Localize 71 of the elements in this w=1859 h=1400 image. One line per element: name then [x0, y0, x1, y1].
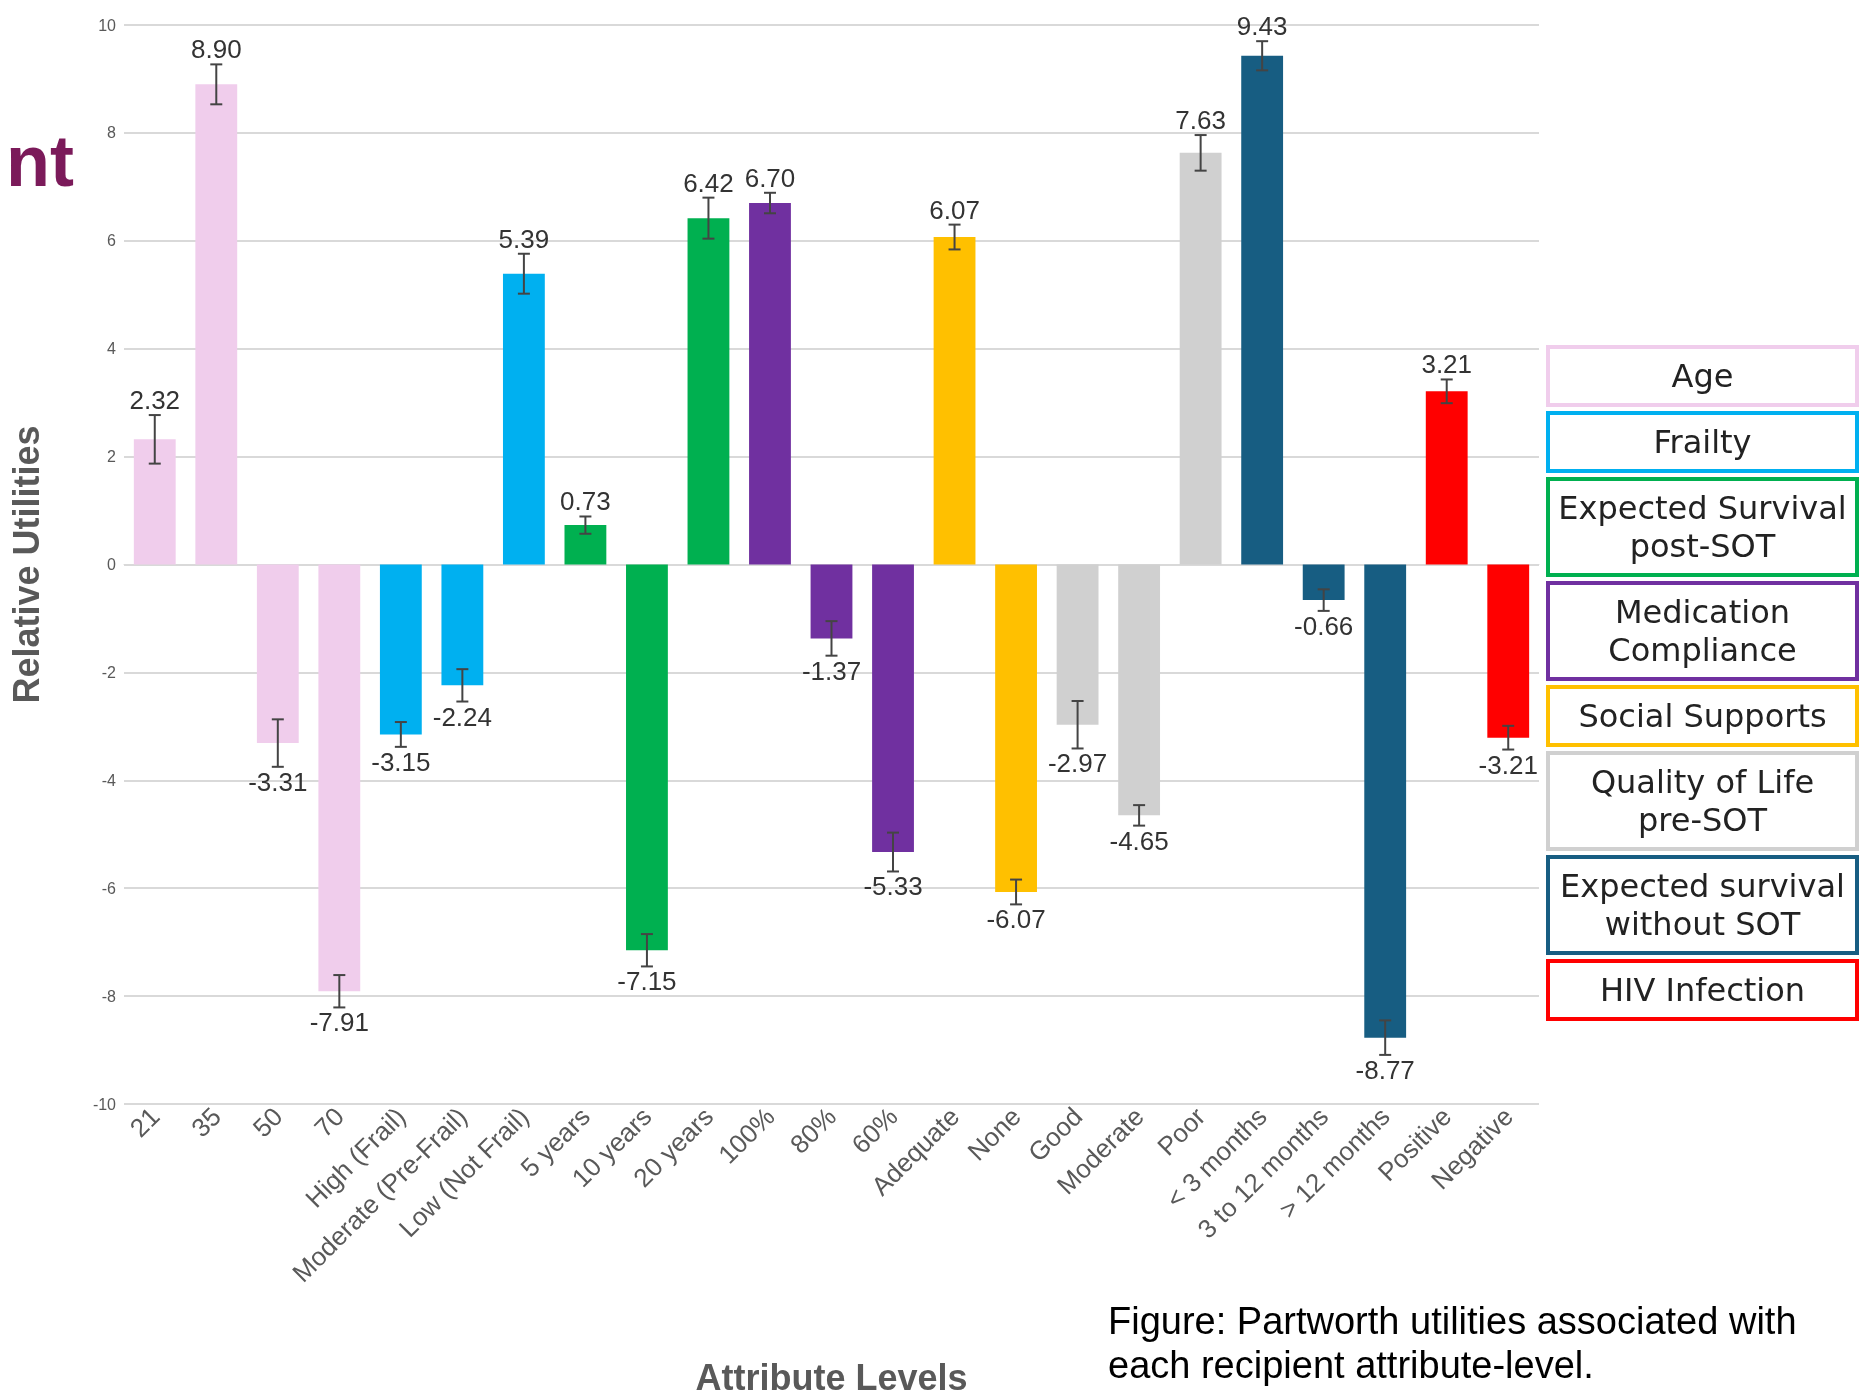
bar — [872, 564, 914, 853]
text: Frailty — [1546, 411, 1859, 473]
data-label: -3.31 — [248, 766, 308, 797]
data-label: -6.07 — [986, 904, 1046, 935]
data-label: 6.42 — [683, 167, 734, 198]
y-tick-label: 8 — [107, 124, 117, 142]
bar — [995, 564, 1037, 892]
y-tick-label: 6 — [107, 232, 117, 250]
data-label: -2.97 — [1047, 748, 1108, 779]
text: Age — [1546, 345, 1859, 407]
x-axis-title: Attribute Levels — [695, 1356, 968, 1398]
data-label: -4.65 — [1109, 825, 1169, 856]
bar — [749, 203, 791, 565]
bar — [1241, 55, 1284, 565]
data-label: -3.21 — [1478, 749, 1538, 780]
bar — [133, 439, 176, 565]
x-tick-label: 21 — [123, 1101, 166, 1144]
x-tick-label: 35 — [185, 1101, 227, 1144]
y-tick-label: 4 — [107, 340, 117, 358]
data-label: -1.37 — [801, 655, 862, 686]
y-tick-label: -6 — [101, 879, 117, 897]
bar — [1487, 564, 1530, 738]
bar — [1364, 564, 1407, 1038]
y-tick-label: -2 — [101, 663, 117, 681]
bar — [1302, 564, 1345, 601]
x-tick-label: 80% — [784, 1101, 843, 1160]
y-tick-label: 0 — [107, 556, 117, 573]
y-tick-label: -4 — [101, 771, 117, 789]
y-axis-title: Relative Utilities — [5, 425, 47, 704]
x-tick-label: 70 — [308, 1101, 350, 1144]
data-label: 9.43 — [1236, 11, 1288, 42]
text: Medication Compliance — [1546, 581, 1859, 681]
data-label: 6.70 — [744, 162, 796, 193]
text: Quality of Life pre-SOT — [1546, 751, 1859, 851]
data-label: -8.77 — [1355, 1054, 1415, 1085]
bar — [1425, 391, 1468, 565]
data-label: 3.21 — [1421, 349, 1473, 380]
text: Social Supports — [1546, 685, 1859, 747]
bar — [318, 564, 361, 992]
y-tick-label: -8 — [101, 987, 117, 1005]
data-label: -5.33 — [863, 871, 923, 902]
bar — [256, 564, 299, 744]
y-tick-label: -10 — [92, 1095, 117, 1113]
bar — [379, 564, 422, 735]
bar — [441, 564, 484, 686]
bar — [195, 84, 238, 565]
text: nt — [6, 120, 74, 202]
bar — [687, 218, 730, 565]
data-label: -7.91 — [309, 1007, 369, 1038]
y-tick-label: 2 — [107, 448, 117, 466]
x-tick-label: 50 — [246, 1101, 289, 1144]
data-label: -0.66 — [1294, 610, 1354, 641]
y-tick-label: 10 — [98, 16, 117, 34]
data-label: 2.32 — [129, 385, 181, 416]
text: Expected Survival post-SOT — [1546, 477, 1859, 577]
bar — [564, 525, 607, 565]
text: HIV Infection — [1546, 959, 1859, 1021]
text: Expected survival without SOT — [1546, 855, 1859, 955]
data-label: -3.15 — [371, 746, 431, 777]
bar — [626, 564, 668, 951]
data-label: 7.63 — [1175, 105, 1226, 136]
data-label: -2.24 — [432, 701, 492, 732]
bar — [810, 564, 853, 639]
data-label: 0.73 — [560, 486, 611, 517]
text: Figure: Partworth utilities associated with each recipient attribute-level. — [1108, 1300, 1798, 1388]
data-label: 8.90 — [190, 34, 242, 65]
data-label: -7.15 — [617, 966, 677, 997]
bar — [933, 237, 976, 565]
data-label: 6.07 — [929, 194, 980, 225]
data-label: 5.39 — [498, 223, 550, 254]
bar — [502, 273, 545, 565]
